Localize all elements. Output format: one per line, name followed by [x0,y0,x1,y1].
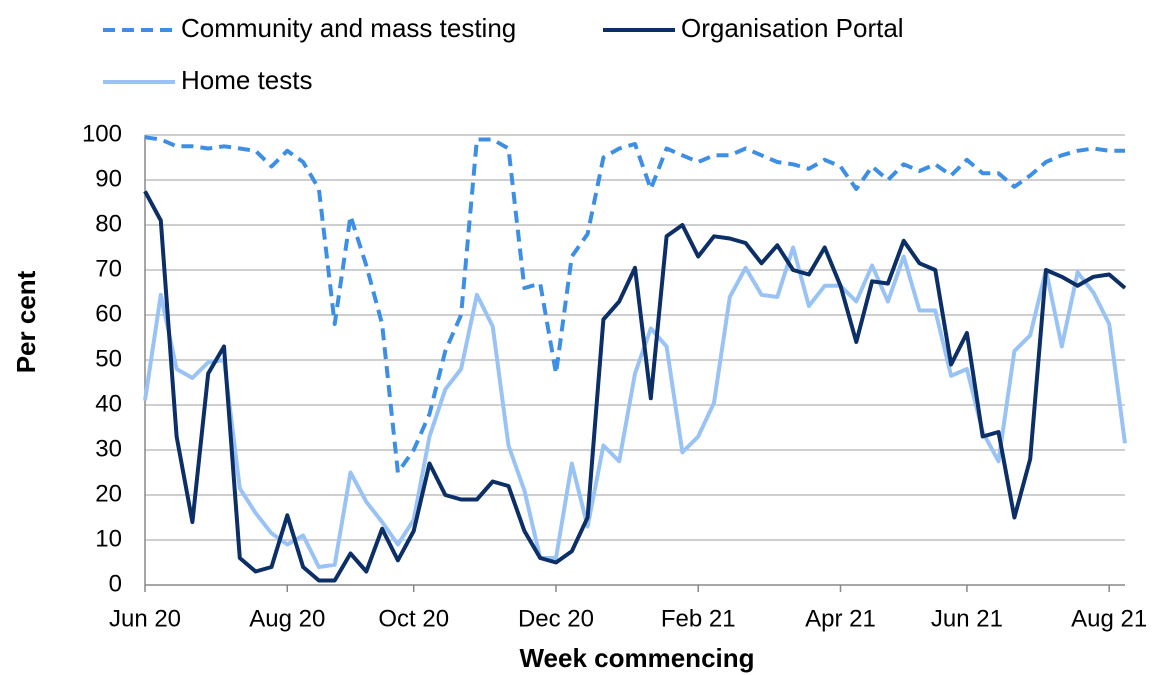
legend-label: Organisation Portal [681,13,904,43]
y-tick-label: 60 [95,300,122,327]
y-tick-label: 90 [95,165,122,192]
legend-label: Home tests [181,65,313,95]
y-tick-label: 70 [95,255,122,282]
x-tick-label: Apr 21 [805,605,876,632]
y-tick-label: 0 [109,570,122,597]
y-tick-label: 20 [95,480,122,507]
x-tick-label: Aug 21 [1071,605,1147,632]
y-tick-label: 30 [95,435,122,462]
y-tick-label: 80 [95,210,122,237]
y-tick-label: 50 [95,345,122,372]
x-tick-label: Dec 20 [518,605,594,632]
series-line [144,135,1125,475]
series-line [143,245,1127,569]
x-tick-label: Jun 21 [931,605,1003,632]
x-tick-label: Feb 21 [661,605,736,632]
x-tick-label: Aug 20 [249,605,325,632]
series-line [143,190,1127,583]
y-axis-title: Per cent [11,270,41,373]
y-tick-label: 100 [82,120,122,147]
x-tick-label: Oct 20 [378,605,449,632]
legend-label: Community and mass testing [181,13,516,43]
x-axis-title: Week commencing [519,643,754,673]
y-tick-label: 10 [95,525,122,552]
x-tick-label: Jun 20 [109,605,181,632]
y-tick-label: 40 [95,390,122,417]
